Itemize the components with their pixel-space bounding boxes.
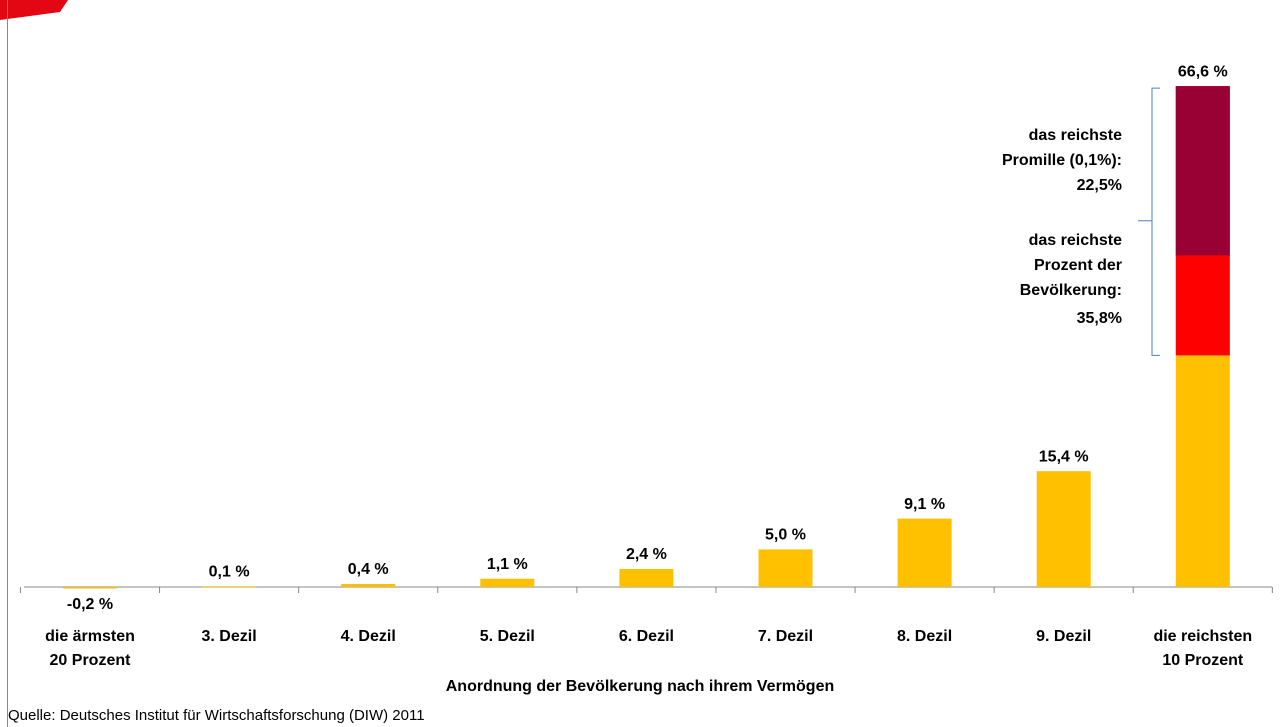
bar: [202, 586, 257, 588]
annotation-value: 35,8%: [1077, 310, 1122, 327]
bar: [341, 583, 396, 587]
x-tick-label: die reichsten 10 Prozent: [1153, 628, 1252, 669]
nested-segment: [1175, 86, 1230, 256]
value-label: 0,1 %: [209, 563, 250, 580]
value-label: 66,6 %: [1178, 63, 1228, 80]
value-label: 0,4 %: [348, 561, 389, 578]
bar: [619, 568, 674, 587]
source: Quelle: Deutsches Institut für Wirtschaf…: [8, 707, 425, 724]
x-axis-title: Anordnung der Bevölkerung nach ihrem Ver…: [446, 678, 835, 695]
value-label: 2,4 %: [626, 546, 667, 563]
value-label: 9,1 %: [904, 496, 945, 513]
bar: [480, 578, 535, 587]
value-label: 15,4 %: [1039, 448, 1089, 465]
value-label: -0,2 %: [67, 596, 113, 613]
x-tick-label: 7. Dezil: [758, 628, 813, 645]
x-tick-label: 6. Dezil: [619, 628, 674, 645]
bar: [897, 518, 952, 587]
annotation: das reichste Prozent der Bevölkerung:: [1020, 232, 1122, 299]
x-tick-label: 8. Dezil: [897, 628, 952, 645]
bar: [758, 549, 813, 587]
x-tick-label: 4. Dezil: [341, 628, 396, 645]
bar: [1036, 471, 1091, 587]
x-tick-label: 3. Dezil: [202, 628, 257, 645]
value-label: 5,0 %: [765, 527, 806, 544]
value-label: 1,1 %: [487, 556, 528, 573]
x-tick-label: 5. Dezil: [480, 628, 535, 645]
bracket: [1138, 87, 1160, 356]
logo: [0, 0, 68, 20]
x-tick-label: 9. Dezil: [1036, 628, 1091, 645]
annotation-value: 22,5%: [1077, 177, 1122, 194]
bar: [63, 587, 117, 589]
x-tick-label: die ärmsten 20 Prozent: [45, 628, 135, 669]
annotation: das reichste Promille (0,1%):: [1002, 127, 1122, 169]
